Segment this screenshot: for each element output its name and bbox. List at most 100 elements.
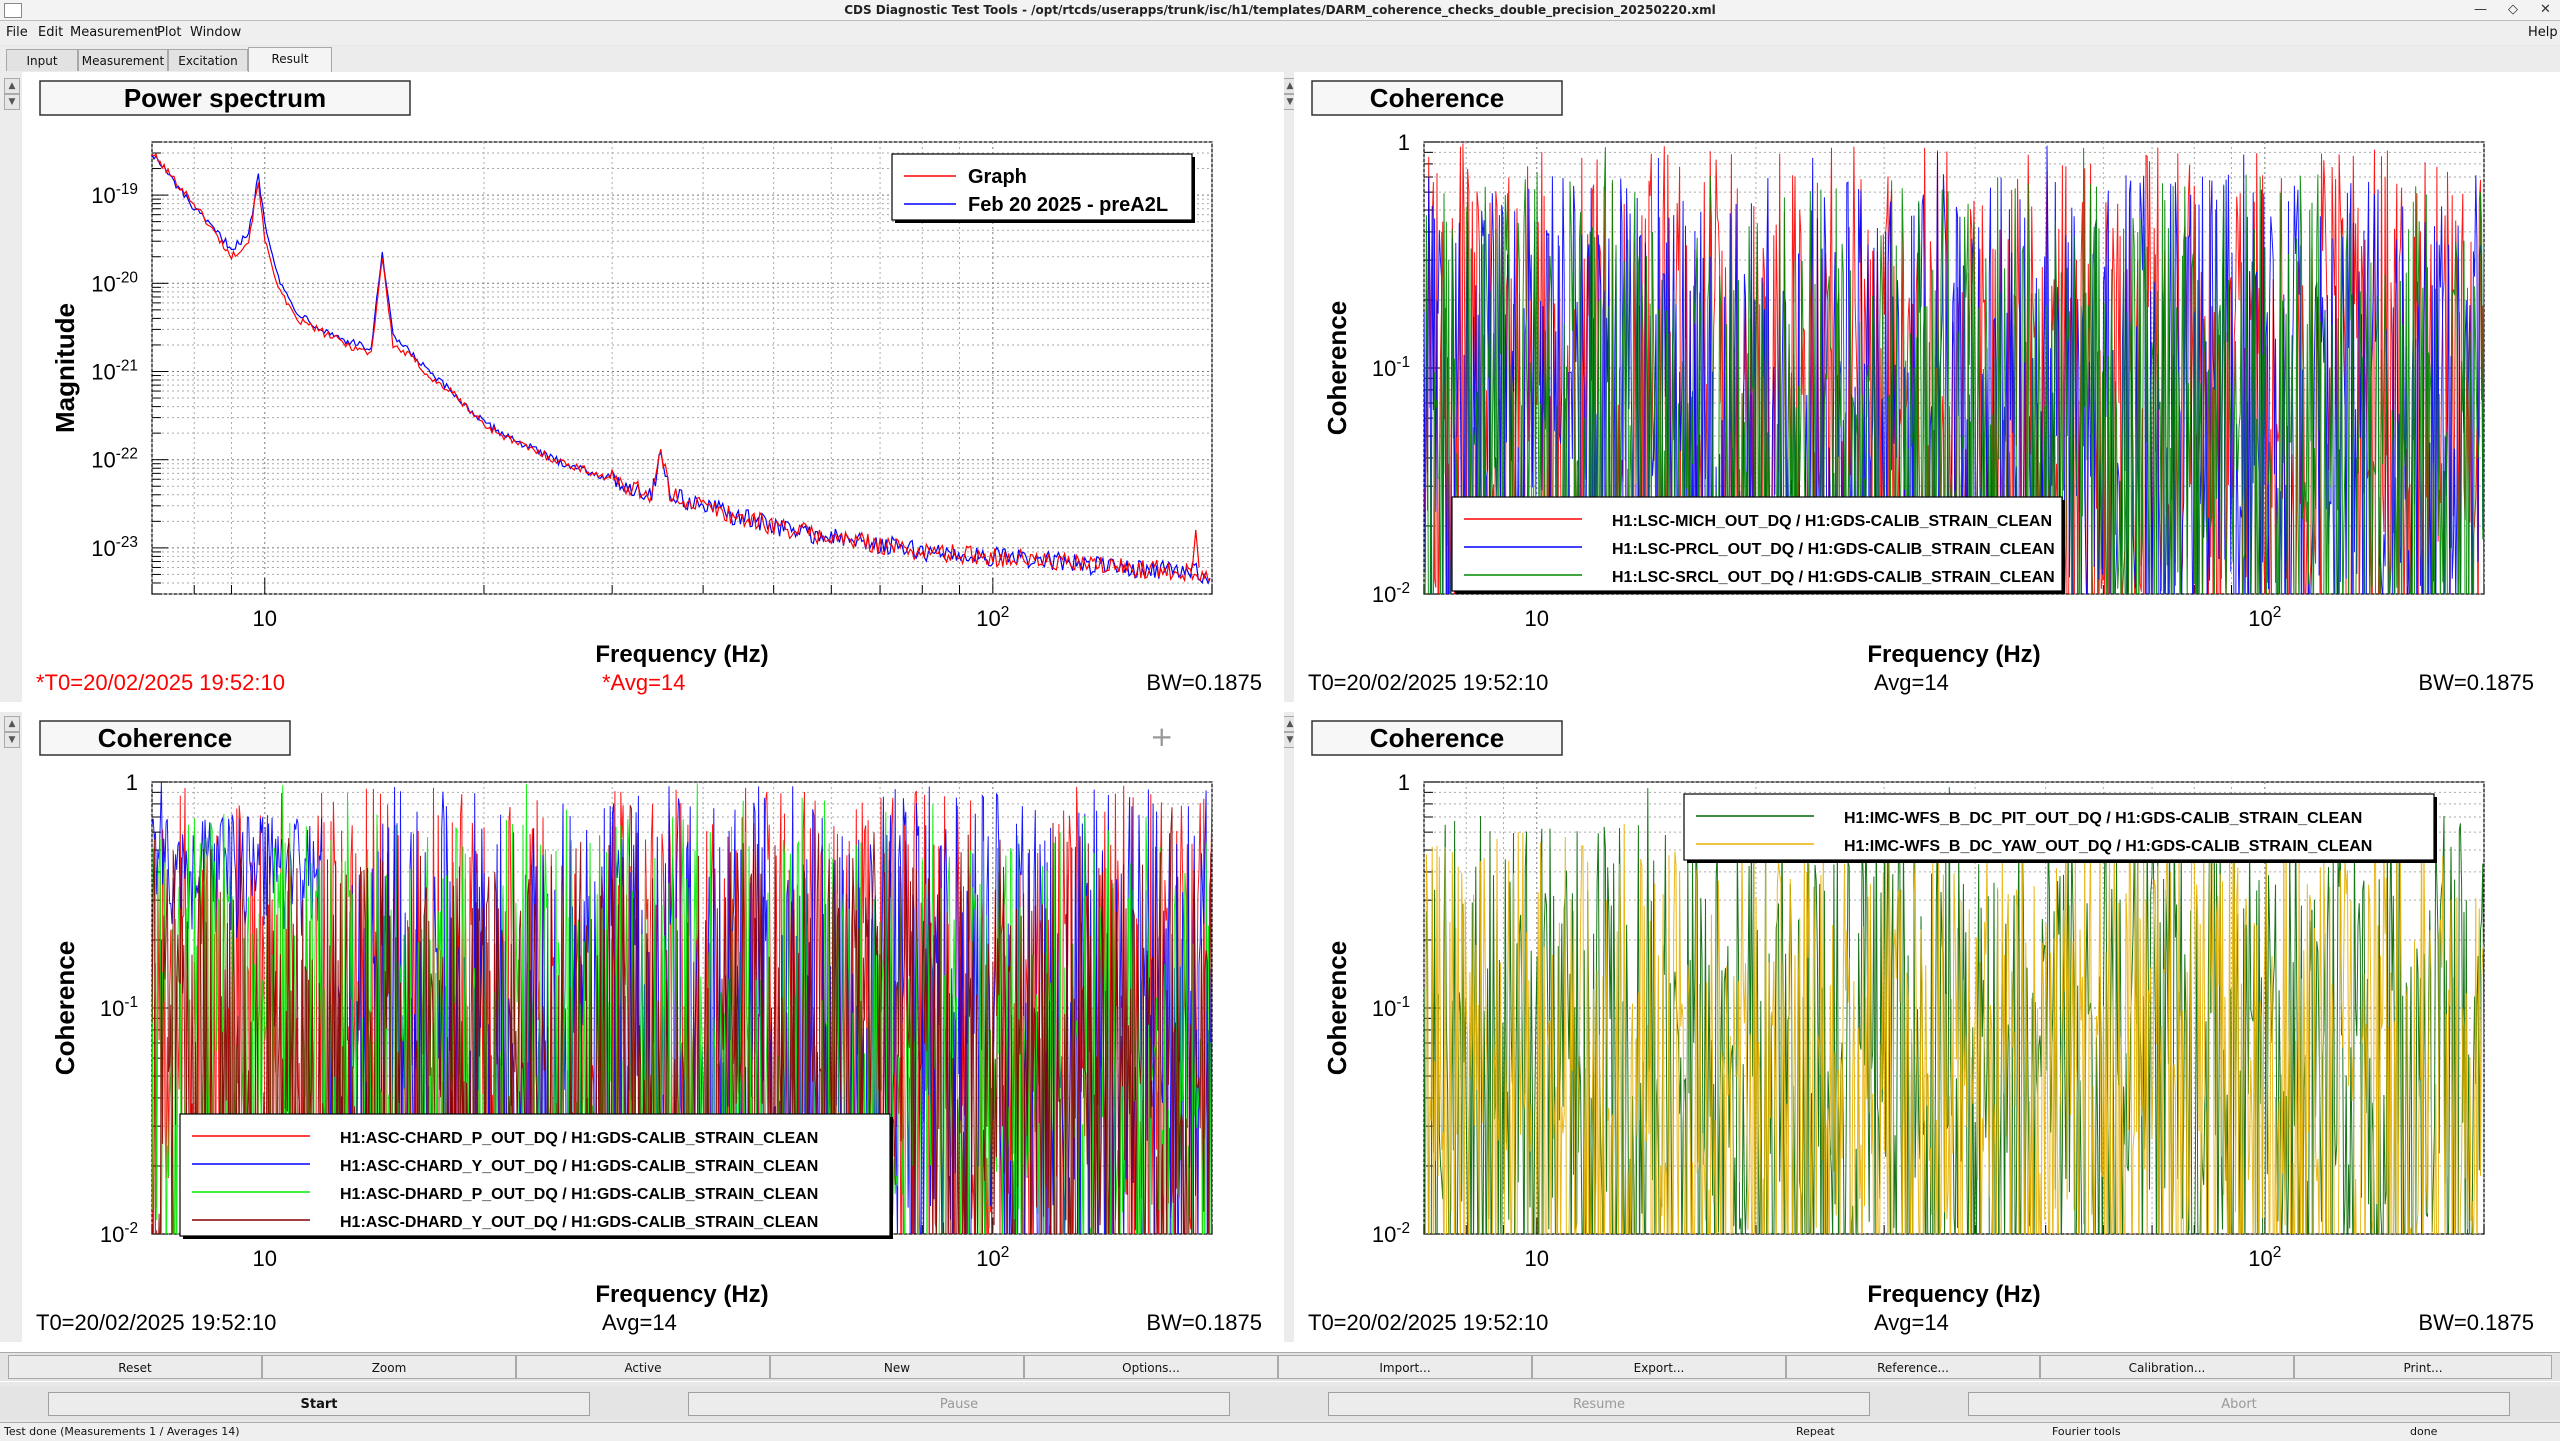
print-button[interactable]: Print... [2294, 1355, 2552, 1379]
plot-button-row: Reset Zoom Active New Options... Import.… [0, 1352, 2560, 1381]
status-bar: Test done (Measurements 1 / Averages 14)… [0, 1422, 2560, 1441]
pad-title: Coherence [1370, 83, 1504, 113]
tab-result[interactable]: Result [248, 47, 332, 72]
menu-edit[interactable]: Edit [38, 25, 64, 40]
x-axis-label: Frequency (Hz) [595, 1281, 768, 1308]
active-button[interactable]: Active [516, 1355, 770, 1379]
tab-input[interactable]: Input [6, 49, 78, 71]
x-axis-label: Frequency (Hz) [1867, 1281, 2040, 1308]
window-titlebar: CDS Diagnostic Test Tools - /opt/rtcds/u… [0, 0, 2560, 21]
pad-title: Coherence [98, 723, 232, 753]
import-button[interactable]: Import... [1278, 1355, 1532, 1379]
zoom-button[interactable]: Zoom [262, 1355, 516, 1379]
coherence-pad-asc[interactable]: Coherence 10 102 1 10-1 10-2 Frequency (Hz) Coh… [22, 712, 1284, 1342]
y-tick-label: 10-1 [100, 994, 138, 1021]
legend-entry: H1:ASC-CHARD_Y_OUT_DQ / H1:GDS-CALIB_STR… [340, 1158, 818, 1175]
plot-area: ▲ ▼ ▲ ▼ ▲ ▼ ▲ ▼ Power spectrum 10 102 10-19… [0, 72, 2560, 1382]
footer-t0: T0=20/02/2025 19:52:10 [36, 1310, 276, 1335]
footer-avg: *Avg=14 [602, 670, 685, 695]
footer-bw: BW=0.1875 [1146, 1310, 1262, 1335]
legend-entry: H1:ASC-CHARD_P_OUT_DQ / H1:GDS-CALIB_STR… [340, 1130, 818, 1147]
menu-window[interactable]: Window [190, 25, 242, 40]
app-icon [4, 3, 22, 18]
menu-help[interactable]: Help [2528, 25, 2558, 40]
reference-button[interactable]: Reference... [1786, 1355, 2040, 1379]
x-tick-label: 102 [2248, 604, 2281, 631]
legend-entry: Feb 20 2025 - preA2L [968, 194, 1168, 216]
footer-avg: Avg=14 [602, 1310, 677, 1335]
x-grid [151, 142, 1213, 594]
coherence-pad-imc[interactable]: Coherence 10 102 1 10-1 10-2 Frequency (Hz) Coh… [1294, 712, 2556, 1342]
scroll-down-icon[interactable]: ▼ [4, 94, 20, 110]
status-message: Test done (Measurements 1 / Averages 14) [4, 1425, 240, 1438]
x-tick-label: 10 [1525, 606, 1549, 631]
coherence-pad-lsc[interactable]: Coherence 10 102 1 10-1 10-2 Frequency (Hz) Coh… [1294, 72, 2556, 702]
x-tick-label: 10 [1525, 1246, 1549, 1271]
legend: H1:ASC-CHARD_P_OUT_DQ / H1:GDS-CALIB_STR… [179, 1113, 893, 1239]
y-tick-label: 10-2 [1372, 580, 1410, 607]
y-tick-label: 10-21 [91, 357, 138, 384]
calibration-button[interactable]: Calibration... [2040, 1355, 2294, 1379]
menu-bar: File Edit Measurement Plot Window Help [0, 21, 2560, 45]
x-tick-label: 102 [976, 1244, 1009, 1271]
pause-button[interactable]: Pause [688, 1392, 1230, 1416]
start-button[interactable]: Start [48, 1392, 590, 1416]
scroll-down-icon[interactable]: ▼ [4, 732, 20, 748]
reset-button[interactable]: Reset [8, 1355, 262, 1379]
pad-title: Coherence [1370, 723, 1504, 753]
measurement-control-row: Start Pause Resume Abort [0, 1386, 2560, 1420]
y-tick-label: 10-20 [91, 269, 138, 296]
series-group [1424, 787, 2484, 1234]
pad-title-box [39, 80, 411, 116]
scroll-up-icon[interactable]: ▲ [4, 716, 20, 732]
minimize-icon[interactable]: — [2474, 2, 2487, 17]
y-tick-label: 10-1 [1372, 994, 1410, 1021]
legend-entry: H1:LSC-PRCL_OUT_DQ / H1:GDS-CALIB_STRAIN… [1612, 541, 2055, 558]
status-repeat: Repeat [1796, 1425, 1835, 1438]
tab-bar: Input Measurement Excitation Result [0, 46, 2560, 73]
legend-entry: H1:IMC-WFS_B_DC_YAW_OUT_DQ / H1:GDS-CALI… [1844, 838, 2372, 855]
close-icon[interactable]: ✕ [2540, 2, 2551, 17]
y-grid [152, 141, 1212, 595]
legend-box [1683, 793, 2435, 861]
power-spectrum-pad[interactable]: Power spectrum 10 102 10-19 10-20 10-21 10-22 1… [22, 72, 1284, 702]
y-tick-label: 10-2 [100, 1220, 138, 1247]
y-tick-label: 1 [126, 770, 138, 795]
window-title: CDS Diagnostic Test Tools - /opt/rtcds/u… [844, 3, 1716, 17]
pad-title-box [1311, 720, 1563, 756]
pad-title-box [1311, 80, 1563, 116]
status-state: done [2410, 1425, 2438, 1438]
x-axis-label: Frequency (Hz) [1867, 641, 2040, 668]
pad-title-box [39, 720, 291, 756]
legend: H1:IMC-WFS_B_DC_PIT_OUT_DQ / H1:GDS-CALI… [1683, 793, 2437, 863]
series-line-1 [1424, 798, 2484, 1234]
y-tick-label: 10-1 [1372, 354, 1410, 381]
menu-measurement[interactable]: Measurement [70, 25, 160, 40]
maximize-icon[interactable]: ◇ [2508, 2, 2518, 17]
tab-excitation[interactable]: Excitation [168, 49, 248, 71]
legend-entry: H1:ASC-DHARD_P_OUT_DQ / H1:GDS-CALIB_STR… [340, 1186, 818, 1203]
series-group [152, 153, 1211, 585]
tab-measurement[interactable]: Measurement [78, 49, 168, 71]
crosshair-cursor-icon: + [1150, 720, 1174, 753]
abort-button[interactable]: Abort [1968, 1392, 2510, 1416]
chart-svg: Coherence 10 102 1 10-1 10-2 Frequency (Hz) Coh… [1308, 80, 2534, 695]
pad-title: Power spectrum [124, 83, 326, 113]
legend-entry: H1:LSC-SRCL_OUT_DQ / H1:GDS-CALIB_STRAIN… [1612, 569, 2055, 586]
footer-avg: Avg=14 [1874, 1310, 1949, 1335]
series-line-1 [1424, 145, 2484, 594]
chart-svg: Coherence 10 102 1 10-1 10-2 Frequency (Hz) Coh… [36, 720, 1262, 1335]
y-axis-label: Magnitude [50, 303, 80, 433]
series-line-reference [152, 154, 1211, 585]
chart-svg: Coherence 10 102 1 10-1 10-2 Frequency (Hz) Coh… [1308, 720, 2534, 1335]
legend: H1:LSC-MICH_OUT_DQ / H1:GDS-CALIB_STRAIN… [1451, 496, 2065, 594]
resume-button[interactable]: Resume [1328, 1392, 1870, 1416]
legend-box [891, 153, 1193, 221]
export-button[interactable]: Export... [1532, 1355, 1786, 1379]
menu-plot[interactable]: Plot [157, 25, 182, 40]
footer-bw: BW=0.1875 [2418, 670, 2534, 695]
options-button[interactable]: Options... [1024, 1355, 1278, 1379]
new-button[interactable]: New [770, 1355, 1024, 1379]
scroll-up-icon[interactable]: ▲ [4, 78, 20, 94]
menu-file[interactable]: File [6, 25, 28, 40]
